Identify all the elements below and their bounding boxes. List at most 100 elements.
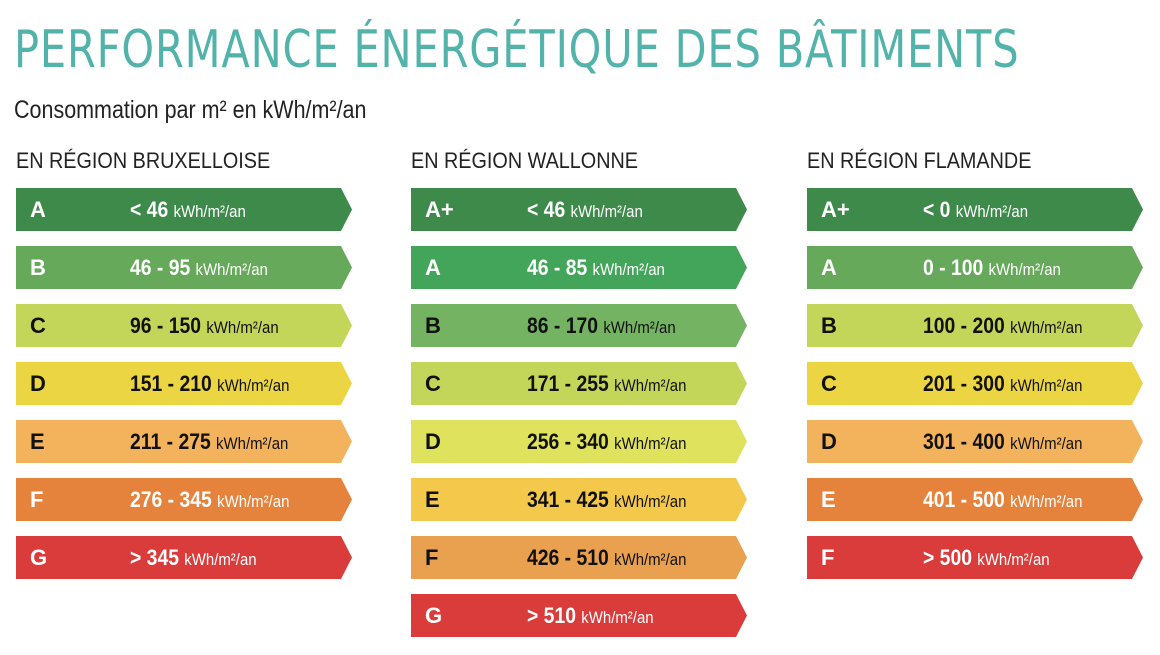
- energy-class-label: D: [425, 429, 441, 454]
- energy-class-label: F: [821, 545, 835, 570]
- energy-class-bar: A 46 - 85 kWh/m²/an: [411, 246, 747, 289]
- energy-range-value: 0 - 100: [923, 255, 984, 280]
- energy-range-unit: kWh/m²/an: [570, 202, 643, 221]
- energy-range: < 46 kWh/m²/an: [527, 188, 643, 231]
- energy-range: 46 - 85 kWh/m²/an: [527, 246, 665, 289]
- energy-range-value: 96 - 150: [130, 313, 202, 338]
- region-column-flandre: EN RÉGION FLAMANDE A+ < 0 kWh/m²/an A 0 - 10…: [807, 148, 1147, 594]
- energy-range-unit: kWh/m²/an: [1010, 318, 1083, 337]
- energy-range: 401 - 500 kWh/m²/an: [923, 478, 1082, 521]
- energy-class-bar: B 46 - 95 kWh/m²/an: [16, 246, 352, 289]
- energy-range-value: > 345: [130, 545, 179, 570]
- energy-range: < 46 kWh/m²/an: [130, 188, 246, 231]
- energy-class-label: C: [425, 371, 441, 396]
- energy-range: > 500 kWh/m²/an: [923, 536, 1050, 579]
- energy-range: 256 - 340 kWh/m²/an: [527, 420, 687, 463]
- energy-range: < 0 kWh/m²/an: [923, 188, 1029, 231]
- energy-range-value: 46 - 85: [527, 255, 588, 280]
- region-title: EN RÉGION BRUXELLOISE: [16, 148, 271, 173]
- energy-range: 211 - 275 kWh/m²/an: [130, 420, 289, 463]
- energy-range-value: > 500: [923, 545, 972, 570]
- energy-range: 301 - 400 kWh/m²/an: [923, 420, 1082, 463]
- energy-range-unit: kWh/m²/an: [614, 550, 687, 569]
- energy-class-bar: E 341 - 425 kWh/m²/an: [411, 478, 747, 521]
- energy-range: 46 - 95 kWh/m²/an: [130, 246, 268, 289]
- energy-range-value: 86 - 170: [527, 313, 599, 338]
- energy-class-bar: A 0 - 100 kWh/m²/an: [807, 246, 1143, 289]
- energy-range-unit: kWh/m²/an: [603, 318, 676, 337]
- energy-class-label: C: [821, 371, 837, 396]
- energy-class-bar: B 100 - 200 kWh/m²/an: [807, 304, 1143, 347]
- energy-range-value: 201 - 300: [923, 371, 1005, 396]
- energy-range-value: < 0: [923, 197, 951, 222]
- region-column-bruxelles: EN RÉGION BRUXELLOISE A < 46 kWh/m²/an B 46 …: [16, 148, 356, 594]
- energy-range: 276 - 345 kWh/m²/an: [130, 478, 290, 521]
- energy-class-bar: F 426 - 510 kWh/m²/an: [411, 536, 747, 579]
- energy-range-unit: kWh/m²/an: [614, 434, 687, 453]
- energy-range-value: 46 - 95: [130, 255, 191, 280]
- energy-class-bar: E 211 - 275 kWh/m²/an: [16, 420, 352, 463]
- energy-range: 171 - 255 kWh/m²/an: [527, 362, 686, 405]
- energy-range: 201 - 300 kWh/m²/an: [923, 362, 1083, 405]
- energy-range-unit: kWh/m²/an: [184, 550, 257, 569]
- energy-range-unit: kWh/m²/an: [581, 608, 654, 627]
- energy-class-bar: C 96 - 150 kWh/m²/an: [16, 304, 352, 347]
- energy-class-bar: G > 345 kWh/m²/an: [16, 536, 352, 579]
- energy-range-value: 276 - 345: [130, 487, 212, 512]
- energy-range: 0 - 100 kWh/m²/an: [923, 246, 1061, 289]
- energy-class-label: A+: [425, 197, 454, 222]
- energy-class-bar: E 401 - 500 kWh/m²/an: [807, 478, 1143, 521]
- energy-range-value: 171 - 255: [527, 371, 609, 396]
- energy-class-bar: A < 46 kWh/m²/an: [16, 188, 352, 231]
- energy-bars: A+ < 0 kWh/m²/an A 0 - 100 kWh/m²/an B 100 - 20…: [807, 188, 1147, 579]
- energy-class-bar: C 201 - 300 kWh/m²/an: [807, 362, 1143, 405]
- energy-class-bar: B 86 - 170 kWh/m²/an: [411, 304, 747, 347]
- energy-class-bar: G > 510 kWh/m²/an: [411, 594, 747, 637]
- energy-range-unit: kWh/m²/an: [614, 492, 687, 511]
- energy-range: > 345 kWh/m²/an: [130, 536, 257, 579]
- energy-range-unit: kWh/m²/an: [592, 260, 665, 279]
- energy-class-label: F: [425, 545, 439, 570]
- energy-range-unit: kWh/m²/an: [206, 318, 279, 337]
- energy-range-value: 211 - 275: [130, 429, 211, 454]
- energy-class-bar: A+ < 0 kWh/m²/an: [807, 188, 1143, 231]
- energy-range-value: 401 - 500: [923, 487, 1005, 512]
- energy-range-unit: kWh/m²/an: [173, 202, 246, 221]
- energy-bars: A < 46 kWh/m²/an B 46 - 95 kWh/m²/an C 96 - 150…: [16, 188, 356, 579]
- energy-range: 341 - 425 kWh/m²/an: [527, 478, 687, 521]
- energy-range-value: < 46: [527, 197, 566, 222]
- energy-class-bar: F > 500 kWh/m²/an: [807, 536, 1143, 579]
- energy-class-label: D: [821, 429, 837, 454]
- region-title: EN RÉGION WALLONNE: [411, 148, 639, 173]
- energy-class-bar: C 171 - 255 kWh/m²/an: [411, 362, 747, 405]
- energy-range-unit: kWh/m²/an: [216, 434, 289, 453]
- energy-class-label: E: [30, 429, 45, 454]
- energy-range: > 510 kWh/m²/an: [527, 594, 654, 637]
- energy-range: 96 - 150 kWh/m²/an: [130, 304, 279, 347]
- energy-bars: A+ < 46 kWh/m²/an A 46 - 85 kWh/m²/an B 86 - 17…: [411, 188, 751, 637]
- energy-range-value: 341 - 425: [527, 487, 609, 512]
- energy-class-label: D: [30, 371, 46, 396]
- page-subtitle: Consommation par m² en kWh/m²/an: [14, 96, 367, 124]
- energy-class-bar: A+ < 46 kWh/m²/an: [411, 188, 747, 231]
- energy-range-unit: kWh/m²/an: [217, 376, 290, 395]
- energy-class-label: B: [30, 255, 46, 280]
- energy-range-value: 100 - 200: [923, 313, 1005, 338]
- region-column-wallonie: EN RÉGION WALLONNE A+ < 46 kWh/m²/an A 46 - …: [411, 148, 751, 652]
- energy-range: 86 - 170 kWh/m²/an: [527, 304, 676, 347]
- energy-class-label: A: [30, 197, 46, 222]
- energy-range-unit: kWh/m²/an: [1010, 376, 1083, 395]
- page-title: PERFORMANCE ÉNERGÉTIQUE DES BÂTIMENTS: [14, 20, 1020, 80]
- energy-class-label: C: [30, 313, 46, 338]
- energy-range-value: > 510: [527, 603, 576, 628]
- region-title: EN RÉGION FLAMANDE: [807, 148, 1032, 173]
- energy-range-value: < 46: [130, 197, 169, 222]
- energy-class-bar: D 256 - 340 kWh/m²/an: [411, 420, 747, 463]
- energy-range-unit: kWh/m²/an: [955, 202, 1029, 221]
- energy-class-bar: F 276 - 345 kWh/m²/an: [16, 478, 352, 521]
- energy-range-value: 151 - 210: [130, 371, 212, 396]
- energy-class-label: E: [821, 487, 836, 512]
- energy-range-unit: kWh/m²/an: [217, 492, 290, 511]
- energy-range-unit: kWh/m²/an: [988, 260, 1061, 279]
- energy-class-label: E: [425, 487, 440, 512]
